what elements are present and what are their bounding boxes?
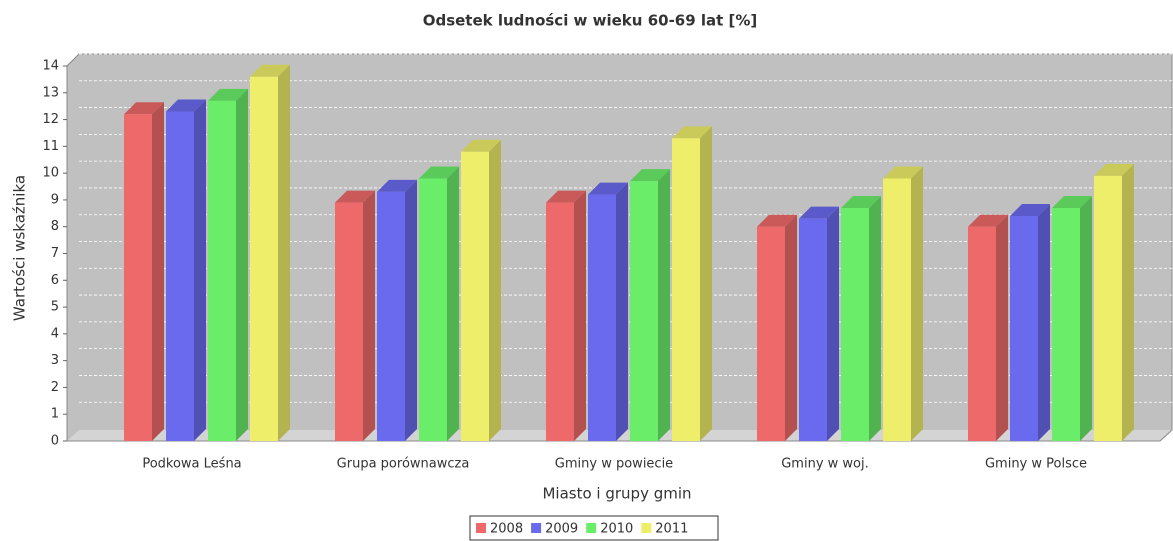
bar-top — [672, 126, 712, 139]
y-tick-label: 10 — [42, 166, 59, 181]
y-tick-label: 14 — [42, 59, 59, 74]
x-tick-label: Podkowa Leśna — [142, 457, 241, 472]
bar-top — [250, 64, 290, 77]
bar — [461, 151, 489, 441]
bar-top — [883, 166, 923, 179]
bar-side — [996, 214, 1008, 441]
y-tick-label: 9 — [51, 192, 59, 207]
bar-top — [1094, 163, 1134, 176]
legend-label: 2010 — [600, 522, 633, 537]
bar-side — [152, 102, 164, 441]
bar — [166, 111, 194, 442]
bar-side — [700, 126, 712, 442]
bar-side — [827, 206, 839, 441]
x-tick-label: Gminy w Polsce — [985, 457, 1087, 472]
bar-top — [377, 179, 417, 192]
legend-label: 2011 — [655, 522, 688, 537]
legend-swatch — [476, 523, 486, 533]
bar — [1052, 207, 1080, 441]
bar-top — [968, 214, 1008, 227]
bar-side — [1122, 163, 1134, 442]
y-tick-label: 0 — [51, 434, 59, 449]
bar-side — [658, 169, 670, 441]
y-tick-label: 11 — [42, 139, 59, 154]
bar-side — [869, 195, 881, 441]
bar — [799, 218, 827, 441]
bar-top — [166, 99, 206, 112]
bar-side — [194, 99, 206, 442]
legend-swatch — [641, 523, 652, 533]
bar — [841, 207, 869, 441]
chart-title: Odsetek ludności w wieku 60-69 lat [%] — [423, 12, 758, 30]
bar-side — [574, 190, 586, 441]
bar — [208, 100, 236, 442]
y-tick-label: 12 — [42, 112, 59, 127]
bar-side — [1080, 195, 1092, 441]
bar-top — [419, 166, 459, 179]
bar-top — [461, 139, 501, 152]
bar-top — [1052, 195, 1092, 208]
bar — [335, 202, 363, 441]
bar — [757, 226, 785, 441]
x-axis-label: Miasto i grupy gmin — [542, 485, 691, 503]
bar — [419, 178, 447, 441]
bar-side — [236, 88, 248, 442]
bar-top — [546, 190, 586, 203]
bar — [1094, 175, 1122, 442]
bar-top — [630, 169, 670, 182]
bar — [588, 194, 616, 441]
x-tick-label: Grupa porównawcza — [337, 457, 470, 472]
x-tick-label: Gminy w woj. — [781, 457, 869, 472]
bar — [1010, 216, 1038, 441]
bar — [883, 178, 911, 441]
y-axis-label: Wartości wskaźnika — [11, 175, 29, 321]
bar — [672, 138, 700, 442]
legend-swatch — [586, 523, 597, 533]
bar-side — [278, 64, 290, 441]
y-tick-label: 6 — [51, 273, 59, 288]
bar — [630, 181, 658, 441]
y-tick-label: 5 — [51, 300, 59, 315]
y-tick-label: 4 — [51, 326, 59, 341]
legend-swatch — [531, 523, 542, 533]
y-tick-label: 13 — [42, 85, 59, 100]
legend-label: 2009 — [545, 522, 578, 537]
bar-side — [447, 166, 459, 441]
bar-top — [124, 102, 164, 115]
y-tick-label: 1 — [51, 407, 59, 422]
bar-side — [489, 139, 501, 441]
legend-label: 2008 — [490, 522, 523, 537]
bar-top — [335, 190, 375, 203]
bar — [377, 191, 405, 441]
bar — [968, 226, 996, 441]
bar — [124, 114, 152, 441]
bar-side — [785, 214, 797, 441]
bar-top — [841, 195, 881, 208]
bar — [250, 76, 278, 441]
bar-top — [588, 182, 628, 195]
bar-top — [208, 88, 248, 101]
x-tick-label: Gminy w powiecie — [555, 457, 673, 472]
bar-side — [911, 166, 923, 441]
bar-side — [405, 179, 417, 441]
y-tick-label: 7 — [51, 246, 59, 261]
y-tick-label: 8 — [51, 219, 59, 234]
bar-top — [799, 206, 839, 219]
bar-side — [616, 182, 628, 442]
bar — [546, 202, 574, 441]
bar-top — [1010, 204, 1050, 216]
bar-side — [1038, 204, 1050, 441]
y-tick-label: 2 — [51, 380, 59, 395]
bar-side — [363, 190, 375, 441]
bar-top — [757, 214, 797, 227]
y-tick-label: 3 — [51, 353, 59, 368]
